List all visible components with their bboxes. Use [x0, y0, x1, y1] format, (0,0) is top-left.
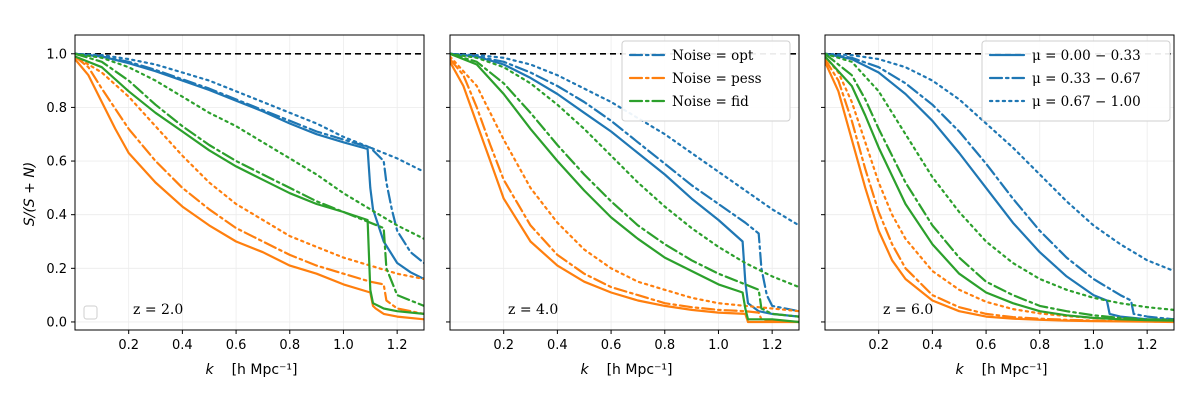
series-line-opt-dashdot [450, 52, 799, 313]
y-tick-label: 0.6 [46, 155, 67, 170]
x-axis-symbol: k [580, 362, 589, 378]
series-line-pess-dashdot [450, 57, 799, 324]
series-line-pess-solid [75, 57, 424, 321]
legend-label: Noise = fid [672, 94, 749, 110]
legend-label: Noise = pess [672, 71, 762, 87]
y-axis-title: S/(S + N) [22, 162, 38, 227]
x-axis-title: k [h Mpc⁻¹] [205, 362, 297, 378]
series-line-fid-dotted [75, 52, 424, 240]
x-tick-label: 1.2 [387, 338, 408, 353]
x-tick-label: 0.2 [868, 338, 889, 353]
mu-legend: μ = 0.00 − 0.33 μ = 0.33 − 0.67 μ = 0.67 −… [981, 40, 1171, 122]
series-line-fid-solid [75, 55, 424, 315]
x-tick-label: 0.4 [172, 338, 193, 353]
x-axis-title: k [h Mpc⁻¹] [580, 362, 672, 378]
series-line-fid-dotted [825, 52, 1174, 311]
axes-frame [449, 34, 800, 331]
x-tick-label: 0.6 [601, 338, 622, 353]
redshift-label: z = 2.0 [133, 302, 183, 318]
series-line-opt-solid [825, 52, 1174, 321]
plot-area [450, 52, 799, 324]
y-tick-label: 1.0 [46, 47, 67, 62]
series-line-opt-dashdot [75, 52, 424, 265]
series-line-opt-dotted [75, 52, 424, 173]
x-tick-label: 0.4 [922, 338, 943, 353]
series-line-pess-dotted [450, 55, 799, 313]
x-tick-label: 0.6 [976, 338, 997, 353]
series-line-fid-solid [450, 52, 799, 324]
x-tick-label: 1.2 [762, 338, 783, 353]
x-tick-label: 0.2 [118, 338, 139, 353]
series-line-opt-dashdot [825, 52, 1174, 321]
x-axis-symbol: k [205, 362, 214, 378]
series-line-opt-solid [75, 52, 424, 281]
legend-label: μ = 0.67 − 1.00 [1032, 94, 1141, 110]
grid [75, 35, 424, 330]
series-line-fid-dashdot [450, 52, 799, 318]
x-tick-label: 1.0 [708, 338, 729, 353]
legend-label: μ = 0.33 − 0.67 [1032, 71, 1141, 87]
axes-frame [824, 34, 1175, 331]
x-axis-units: [h Mpc⁻¹] [232, 362, 298, 378]
series-line-fid-dotted [450, 52, 799, 289]
y-tick-label: 0.2 [46, 262, 67, 277]
x-tick-label: 1.2 [1137, 338, 1158, 353]
redshift-label: z = 4.0 [508, 302, 558, 318]
x-tick-label: 1.0 [1083, 338, 1104, 353]
legend-label: Noise = opt [672, 48, 754, 64]
x-tick-label: 0.8 [1029, 338, 1050, 353]
legend-label: μ = 0.00 − 0.33 [1032, 48, 1141, 64]
x-tick-label: 1.0 [333, 338, 354, 353]
redshift-label: z = 6.0 [883, 302, 933, 318]
series-line-opt-dotted [825, 52, 1174, 273]
x-tick-label: 0.4 [547, 338, 568, 353]
plot-area [75, 52, 424, 321]
y-tick-label: 0.0 [46, 315, 67, 330]
y-tick-label: 0.4 [46, 208, 67, 223]
axes-frame [74, 34, 425, 331]
x-tick-label: 0.2 [493, 338, 514, 353]
y-tick-label: 0.8 [46, 101, 67, 116]
x-tick-label: 0.8 [279, 338, 300, 353]
x-axis-symbol: k [955, 362, 964, 378]
panel-1: 0.2 0.4 0.6 0.8 1.0 1.2 0.0 0.2 0.4 0.6 0.8 1.0 k [h … [46, 34, 425, 378]
legend-frame [981, 40, 1171, 122]
noise-legend: Noise = opt Noise = pess Noise = fid [621, 40, 791, 122]
x-axis-title: k [h Mpc⁻¹] [955, 362, 1047, 378]
series-line-pess-dashdot [75, 55, 424, 315]
empty-legend-box [83, 305, 98, 320]
series-line-pess-dashdot [825, 57, 1174, 323]
x-tick-label: 0.6 [226, 338, 247, 353]
x-tick-label: 0.8 [654, 338, 675, 353]
series-line-fid-dashdot [825, 52, 1174, 321]
series-line-fid-dashdot [75, 52, 424, 307]
x-axis-units: [h Mpc⁻¹] [607, 362, 673, 378]
series-line-fid-solid [825, 55, 1174, 322]
x-axis-units: [h Mpc⁻¹] [982, 362, 1048, 378]
